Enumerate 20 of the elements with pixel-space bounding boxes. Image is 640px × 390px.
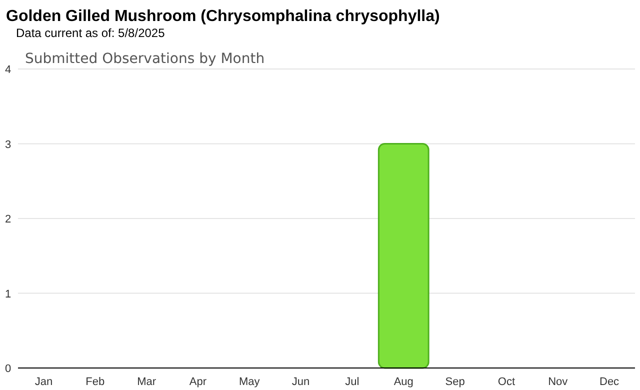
x-tick-label: Jul: [345, 376, 360, 388]
y-tick-label: 1: [4, 288, 12, 300]
y-tick-label: 3: [4, 138, 12, 151]
x-tick-label: Apr: [189, 376, 207, 388]
x-tick-label: Feb: [86, 376, 105, 388]
x-tick-label: Sep: [445, 376, 465, 388]
x-tick-label: Aug: [394, 376, 414, 388]
chart-subtitle: Data current as of: 5/8/2025: [16, 26, 166, 40]
y-tick-label: 0: [4, 363, 12, 375]
text: Submitted Observations by Month: [25, 51, 265, 67]
x-tick-label: May: [238, 376, 260, 388]
chart-title: Golden Gilled Mushroom (Chrysomphalina chrysophylla): [6, 8, 440, 25]
x-tick-label: Mar: [137, 376, 156, 388]
y-tick-label: 2: [4, 214, 12, 226]
x-tick-label: Jan: [34, 376, 53, 388]
x-tick-label: Nov: [548, 376, 568, 388]
x-tick-label: Oct: [498, 376, 516, 388]
y-tick-label: 4: [4, 64, 12, 76]
x-tick-label: Dec: [600, 376, 620, 388]
x-tick-label: Jun: [292, 376, 310, 388]
